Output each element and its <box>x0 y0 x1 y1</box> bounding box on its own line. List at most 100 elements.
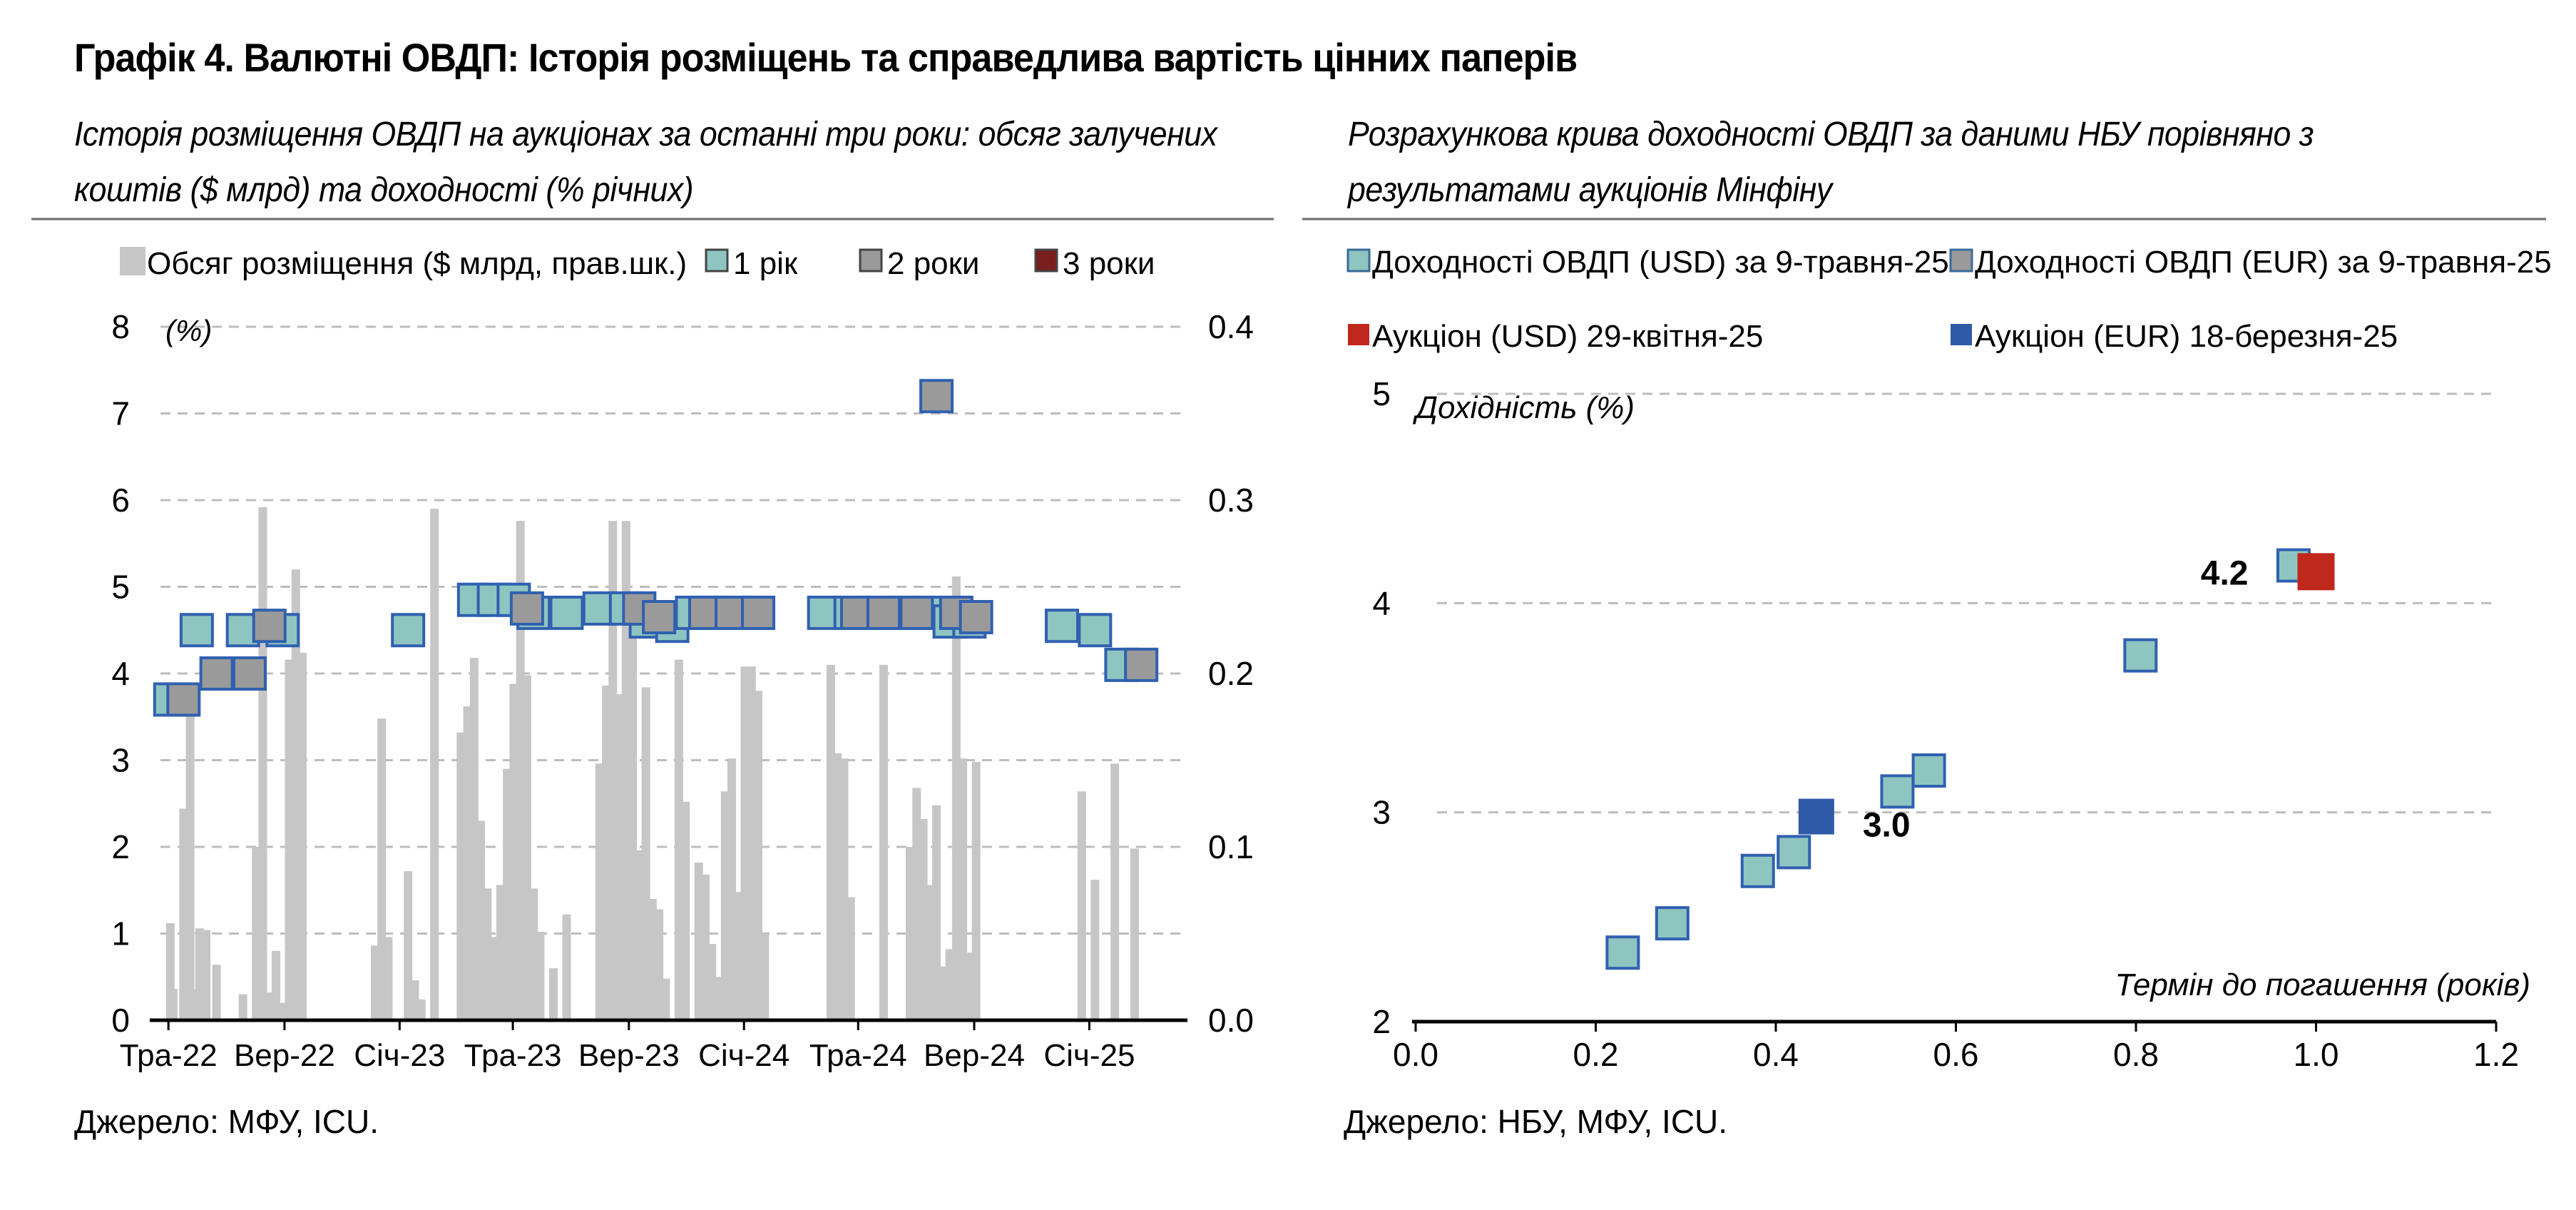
annotation-label: 4.2 <box>2201 554 2249 592</box>
two-year-marker <box>899 595 934 630</box>
y-tick-label: 5 <box>1372 375 1391 412</box>
x-tick-label: Тра-22 <box>120 1038 218 1073</box>
legend-item-3: 3 роки <box>1063 246 1155 281</box>
y-tick-label: 1 <box>111 915 130 952</box>
left-subtitle-line2: коштів ($ млрд) та доходності (% річних) <box>74 171 694 209</box>
y-tick-label: 7 <box>111 395 130 432</box>
two-year-marker <box>919 379 954 414</box>
two-year-marker <box>232 656 267 691</box>
x-tick-label: Вер-24 <box>924 1038 1025 1073</box>
volume-bar <box>641 687 650 1020</box>
volume-bar <box>384 937 393 1020</box>
x-tick-label: 0.6 <box>1933 1036 1979 1073</box>
y2-tick-label: 0.3 <box>1208 482 1254 519</box>
y-tick-label: 2 <box>1372 1003 1391 1040</box>
volume-bar <box>252 847 261 1020</box>
volume-bar <box>628 628 638 1020</box>
y-tick-label: 4 <box>111 655 130 692</box>
volume-bar <box>1130 848 1139 1020</box>
auction-usd-marker <box>2297 553 2335 591</box>
volume-bar <box>727 758 736 1020</box>
x-tick-label: 0.4 <box>1753 1036 1799 1073</box>
legend-swatch-volume <box>120 247 145 275</box>
x-tick-label: 0.2 <box>1573 1036 1619 1073</box>
volume-bar <box>621 521 630 1020</box>
y2-tick-label: 0.4 <box>1208 308 1254 345</box>
legend-swatch <box>1034 248 1058 273</box>
legend-swatch <box>1348 324 1369 345</box>
volume-bar <box>430 509 439 1020</box>
y2-tick-label: 0.0 <box>1208 1002 1254 1039</box>
y-tick-label: 3 <box>111 742 130 779</box>
legend-swatch <box>1951 324 1972 345</box>
volume-bar <box>839 758 849 1020</box>
volume-bar <box>945 949 954 1020</box>
volume-bar <box>271 950 280 1020</box>
volume-bar <box>919 819 928 1020</box>
volume-bar <box>476 820 486 1020</box>
legend-item-0: Обсяг розміщення ($ млрд, прав.шк.) <box>147 246 687 281</box>
volume-bar <box>846 897 855 1020</box>
usd-yield-marker <box>2123 638 2158 673</box>
volume-bar <box>212 965 221 1020</box>
volume-bar <box>522 675 531 1020</box>
x-tick-label: 0.0 <box>1393 1036 1438 1073</box>
volume-bar <box>370 945 379 1020</box>
two-year-marker <box>509 591 544 626</box>
x-tick-label: Січ-23 <box>354 1038 445 1073</box>
left-source: Джерело: МФУ, ICU. <box>74 1103 379 1140</box>
legend-item-1: Доходності ОВДП (EUR) за 9-травня-25 <box>1975 245 2552 280</box>
history-chart: Тра-22 Вер-22 Січ-23 Тра-23 Вер-23 Січ-24 Тра-… <box>111 246 1254 1073</box>
y-axis-label: Дохідність (%) <box>1412 390 1635 425</box>
volume-bar <box>939 966 948 1020</box>
volume-bar <box>932 805 941 1020</box>
x-tick-label: Вер-23 <box>578 1038 680 1073</box>
volume-bar <box>694 862 703 1020</box>
volume-bar <box>179 808 188 1020</box>
legend-item-0: Доходності ОВДП (USD) за 9-травня-25 <box>1372 245 1949 280</box>
legend-item-3: Аукціон (EUR) 18-березня-25 <box>1975 319 2398 354</box>
y-tick-label: 8 <box>111 308 130 345</box>
volume-bar <box>971 761 981 1020</box>
right-subtitle: Розрахункова крива доходності ОВДП за да… <box>1348 107 2314 218</box>
volume-bar <box>595 763 604 1020</box>
volume-bar <box>826 664 835 1020</box>
volume-bar <box>925 885 934 1020</box>
volume-bar <box>747 666 756 1020</box>
two-year-marker <box>642 600 677 635</box>
right-source: Джерело: НБУ, МФУ, ICU. <box>1344 1103 1728 1140</box>
usd-yield-marker <box>1655 906 1690 941</box>
y-tick-label: 6 <box>111 482 130 519</box>
usd-yield-marker <box>1605 935 1640 970</box>
volume-bar <box>463 706 472 1020</box>
x-tick-label: Вер-22 <box>234 1038 335 1073</box>
volume-bar <box>912 788 921 1020</box>
volume-bar <box>258 507 267 1020</box>
volume-bar <box>608 521 618 1020</box>
volume-bar <box>760 933 770 1020</box>
volume-bar <box>833 753 842 1020</box>
volume-bar <box>278 1002 287 1020</box>
volume-bar <box>265 992 274 1020</box>
y-tick-label: 5 <box>111 569 130 606</box>
volume-bar <box>681 801 690 1020</box>
volume-bar <box>700 874 710 1020</box>
volume-bar <box>202 930 211 1020</box>
volume-bar <box>529 888 538 1020</box>
x-tick-label: Тра-24 <box>809 1038 907 1073</box>
volume-bar <box>509 683 518 1020</box>
volume-bar <box>291 569 300 1020</box>
volume-bar <box>965 952 974 1020</box>
left-subtitle-line1: Історія розміщення ОВДП на аукціонах за … <box>74 116 1217 153</box>
usd-yield-marker <box>1740 853 1775 888</box>
x-tick-label: 1.0 <box>2294 1036 2339 1073</box>
legend-item-2: 2 роки <box>887 246 979 281</box>
volume-bar <box>195 928 204 1020</box>
volume-bar <box>516 521 525 1020</box>
volume-bar <box>714 977 723 1020</box>
x-tick-label: Січ-25 <box>1043 1038 1135 1073</box>
one-year-marker <box>549 595 584 630</box>
volume-bar <box>410 980 419 1020</box>
two-year-marker <box>199 656 234 691</box>
